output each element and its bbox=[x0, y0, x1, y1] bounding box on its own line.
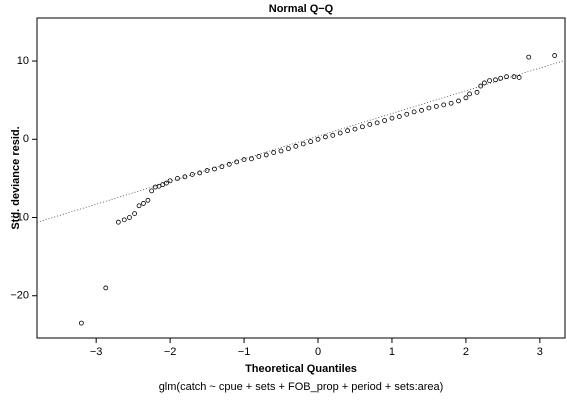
point bbox=[419, 107, 424, 113]
point bbox=[293, 143, 299, 149]
point bbox=[467, 91, 473, 97]
point bbox=[145, 197, 151, 203]
point bbox=[345, 128, 350, 134]
x-tick-label: 3 bbox=[537, 346, 543, 358]
point bbox=[323, 134, 328, 140]
x-tick-label: −3 bbox=[90, 346, 103, 358]
point bbox=[115, 219, 121, 225]
point bbox=[271, 150, 277, 155]
y-axis-label: Std. deviance resid. bbox=[10, 126, 22, 229]
point bbox=[463, 95, 469, 101]
point bbox=[337, 130, 343, 136]
point bbox=[441, 102, 447, 108]
point bbox=[456, 98, 461, 104]
y-tick-label: 0 bbox=[23, 133, 29, 145]
point bbox=[516, 75, 522, 80]
point bbox=[433, 104, 439, 109]
point bbox=[78, 320, 84, 326]
point bbox=[121, 217, 127, 223]
point bbox=[474, 89, 480, 95]
point bbox=[389, 115, 395, 121]
point bbox=[212, 166, 217, 172]
point bbox=[382, 118, 387, 123]
point bbox=[308, 139, 314, 145]
point bbox=[197, 170, 203, 176]
x-tick-label: 2 bbox=[463, 346, 469, 358]
point bbox=[149, 188, 155, 194]
reference-line bbox=[37, 59, 565, 223]
chart-title: Normal Q−Q bbox=[269, 3, 334, 15]
x-tick-label: 1 bbox=[389, 346, 395, 358]
point bbox=[411, 109, 417, 115]
plot-area bbox=[37, 53, 565, 326]
point bbox=[132, 211, 138, 216]
point bbox=[481, 80, 487, 86]
point bbox=[219, 164, 225, 170]
point bbox=[552, 53, 558, 58]
point bbox=[167, 178, 173, 184]
point bbox=[226, 161, 232, 167]
plot-frame bbox=[36, 17, 566, 339]
point bbox=[204, 168, 210, 173]
subtitle: glm(catch ~ cpue + sets + FOB_prop + per… bbox=[159, 381, 444, 393]
point bbox=[330, 132, 336, 138]
point bbox=[263, 152, 269, 158]
y-tick-label: −20 bbox=[10, 290, 29, 302]
point bbox=[141, 201, 146, 206]
point bbox=[404, 111, 410, 117]
point bbox=[487, 78, 492, 83]
point bbox=[526, 54, 532, 60]
point bbox=[182, 174, 188, 180]
point bbox=[448, 100, 454, 106]
point bbox=[511, 74, 517, 80]
x-tick-label: 0 bbox=[315, 346, 321, 358]
point bbox=[396, 114, 402, 119]
point bbox=[164, 180, 169, 186]
point bbox=[374, 120, 380, 126]
point bbox=[359, 124, 365, 130]
point bbox=[175, 175, 180, 181]
point bbox=[127, 215, 132, 220]
point bbox=[241, 157, 247, 163]
point bbox=[504, 74, 509, 80]
x-axis-label: Theoretical Quantiles bbox=[245, 363, 357, 375]
point bbox=[315, 136, 321, 142]
point bbox=[136, 203, 142, 209]
point bbox=[103, 285, 109, 291]
point bbox=[300, 141, 306, 147]
point bbox=[189, 172, 195, 177]
point bbox=[278, 148, 284, 154]
point bbox=[286, 146, 291, 152]
point bbox=[426, 105, 432, 111]
point bbox=[249, 156, 254, 162]
x-tick-label: −2 bbox=[164, 346, 177, 358]
point bbox=[478, 83, 484, 89]
point bbox=[234, 159, 240, 165]
point bbox=[256, 154, 262, 159]
point bbox=[352, 126, 358, 132]
point bbox=[498, 75, 504, 81]
y-tick-label: −10 bbox=[10, 211, 29, 223]
point bbox=[493, 77, 498, 83]
y-tick-label: 10 bbox=[17, 55, 29, 67]
point bbox=[367, 122, 373, 127]
x-tick-label: −1 bbox=[238, 346, 251, 358]
